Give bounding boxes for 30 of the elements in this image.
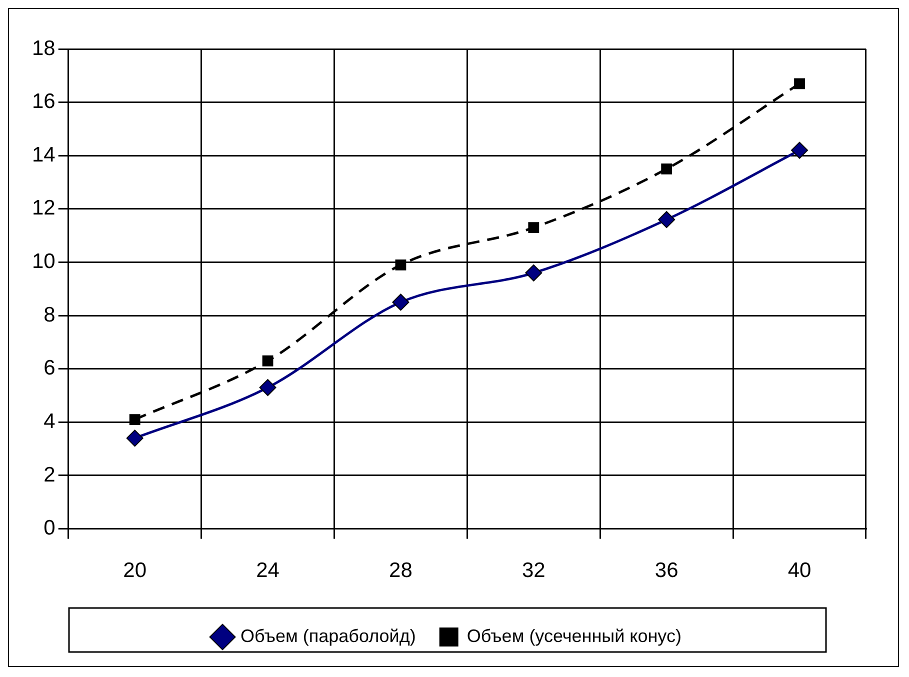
point <box>395 259 406 270</box>
x-tick-label: 32 <box>522 559 546 582</box>
point <box>661 164 672 174</box>
point <box>129 414 140 425</box>
point <box>528 222 540 234</box>
point <box>791 142 808 159</box>
legend-label: Объем (параболойд) <box>240 626 416 646</box>
point <box>658 211 676 228</box>
y-tick-label: 16 <box>32 90 56 114</box>
y-tick-label: 10 <box>32 250 56 274</box>
legend-label: Объем (усеченный конус) <box>466 626 682 646</box>
y-tick-label: 6 <box>44 356 56 380</box>
y-tick-label: 18 <box>32 36 56 60</box>
x-tick-label: 24 <box>256 559 280 582</box>
x-tick-label: 40 <box>788 559 812 582</box>
x-tick-label: 36 <box>654 559 678 582</box>
point <box>262 355 274 366</box>
point <box>392 294 410 311</box>
point <box>126 430 144 447</box>
y-tick-label: 0 <box>44 516 56 540</box>
y-tick-label: 12 <box>32 196 56 220</box>
x-tick-label: 28 <box>389 559 412 582</box>
y-tick-label: 8 <box>44 303 56 326</box>
y-tick-label: 14 <box>32 143 56 166</box>
x-tick-label: 20 <box>123 559 147 582</box>
point <box>259 379 276 396</box>
y-tick-label: 2 <box>44 463 56 486</box>
point <box>794 78 805 90</box>
y-tick-label: 4 <box>44 410 56 433</box>
point <box>525 264 542 282</box>
